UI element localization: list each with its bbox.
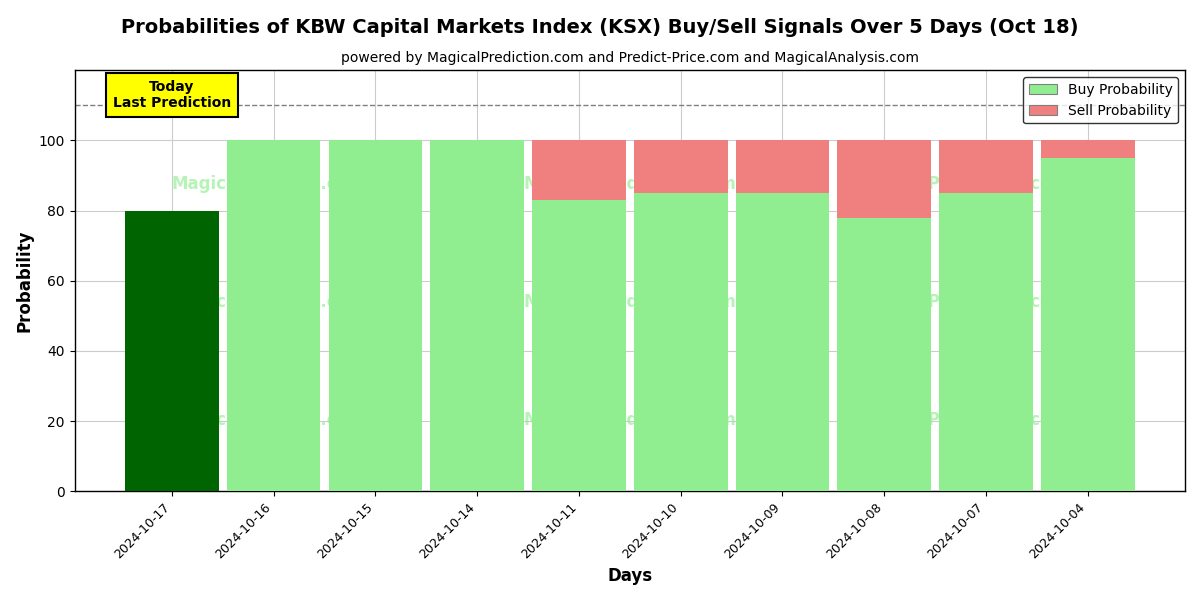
X-axis label: Days: Days	[607, 567, 653, 585]
Bar	[940, 140, 1033, 193]
Bar	[1040, 158, 1134, 491]
Title: powered by MagicalPrediction.com and Predict-Price.com and MagicalAnalysis.com: powered by MagicalPrediction.com and Pre…	[341, 51, 919, 65]
Text: MagicalPrediction.com: MagicalPrediction.com	[523, 175, 737, 193]
Text: MagicalPrediction.com: MagicalPrediction.com	[523, 293, 737, 311]
Bar	[431, 140, 524, 491]
Bar	[838, 140, 931, 218]
Bar	[634, 140, 727, 193]
Text: MagicalAnalysis.com: MagicalAnalysis.com	[172, 175, 366, 193]
Text: MagicalPrediction.com: MagicalPrediction.com	[523, 411, 737, 429]
Text: MagicalPrediction.com: MagicalPrediction.com	[857, 411, 1069, 429]
Text: MagicalAnalysis.com: MagicalAnalysis.com	[172, 411, 366, 429]
Bar	[1040, 140, 1134, 158]
Bar	[227, 140, 320, 491]
Bar	[532, 200, 625, 491]
Bar	[532, 140, 625, 200]
Text: MagicalAnalysis.com: MagicalAnalysis.com	[172, 293, 366, 311]
Y-axis label: Probability: Probability	[16, 230, 34, 332]
Bar	[634, 193, 727, 491]
Text: MagicalPrediction.com: MagicalPrediction.com	[857, 175, 1069, 193]
Bar	[940, 193, 1033, 491]
Bar	[329, 140, 422, 491]
Bar	[736, 140, 829, 193]
Bar	[838, 218, 931, 491]
Text: MagicalPrediction.com: MagicalPrediction.com	[857, 293, 1069, 311]
Bar	[125, 211, 218, 491]
Text: Today
Last Prediction: Today Last Prediction	[113, 80, 232, 110]
Text: Probabilities of KBW Capital Markets Index (KSX) Buy/Sell Signals Over 5 Days (O: Probabilities of KBW Capital Markets Ind…	[121, 18, 1079, 37]
Bar	[736, 193, 829, 491]
Legend: Buy Probability, Sell Probability: Buy Probability, Sell Probability	[1024, 77, 1178, 124]
